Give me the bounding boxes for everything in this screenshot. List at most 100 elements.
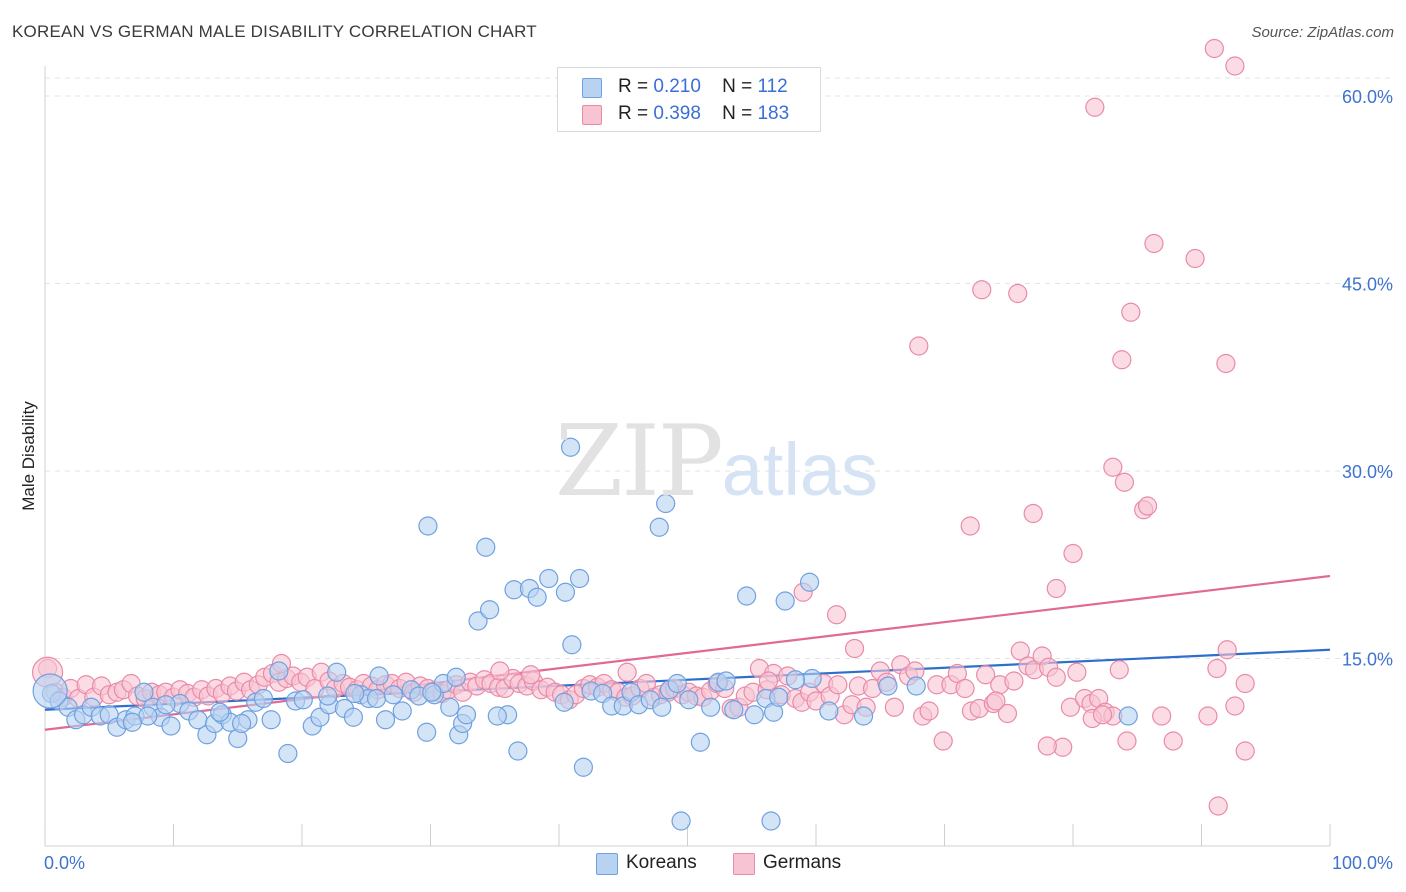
korean-legend-swatch: [596, 853, 618, 875]
korean-point: [769, 687, 789, 707]
korean-point: [156, 695, 176, 715]
watermark-zip: ZIP: [555, 405, 724, 519]
korean-point: [375, 710, 396, 730]
german-point: [1085, 97, 1105, 117]
german-point: [1092, 705, 1113, 725]
german-point: [1235, 673, 1255, 694]
german-point: [617, 662, 637, 682]
german-point: [1225, 56, 1245, 76]
german-point: [758, 671, 779, 691]
german-point: [1163, 731, 1183, 751]
korean-point: [652, 697, 672, 717]
korean-point: [560, 437, 581, 457]
german-point: [919, 701, 939, 721]
legend-korean-text: R = 0.210 N = 112: [618, 76, 788, 97]
korean-point: [383, 685, 403, 705]
korean-point: [819, 701, 839, 721]
korean-point: [422, 682, 442, 702]
german-point: [1121, 302, 1141, 322]
korean-point: [724, 700, 744, 720]
korean-cluster-point: [32, 673, 68, 709]
german-n-value: 183: [757, 103, 790, 124]
x-tick-label-min: 0.0%: [44, 853, 85, 873]
y-tick-label: 45.0%: [1342, 275, 1393, 295]
korean-point: [555, 582, 576, 602]
korean-point: [573, 757, 594, 777]
zipatlas-watermark: ZIPatlas: [555, 405, 878, 519]
korean-swatch: [582, 78, 602, 98]
german-point: [1117, 731, 1137, 751]
source-text: Source: ZipAtlas.com: [1251, 24, 1394, 41]
korean-point: [293, 690, 313, 710]
korean-point: [468, 611, 488, 631]
german-point: [1004, 671, 1024, 691]
korean-point: [417, 722, 437, 742]
korean-point: [210, 702, 230, 722]
german-point: [933, 731, 953, 751]
korean-point: [456, 705, 477, 725]
korean-point: [476, 537, 496, 557]
german-point: [960, 516, 980, 536]
korean-point: [761, 811, 781, 831]
german-point: [1046, 667, 1066, 687]
german-point: [955, 678, 975, 699]
korean-point: [161, 716, 181, 736]
tick-labels: 15.0% 30.0% 45.0% 60.0% 0.0% 100.0%: [44, 87, 1393, 873]
german-point: [1023, 503, 1043, 524]
german-point: [1046, 578, 1066, 599]
german-point: [1217, 640, 1237, 660]
korean-point: [318, 686, 338, 706]
korean-point: [487, 706, 507, 726]
korean-point: [327, 662, 347, 682]
korean-points: [32, 437, 1138, 831]
korean-point: [744, 705, 764, 725]
german-point: [986, 691, 1006, 711]
korean-point: [527, 587, 547, 607]
korean-point: [345, 683, 365, 704]
korean-point: [649, 517, 669, 537]
german-point: [976, 665, 996, 685]
korean-point: [775, 591, 795, 611]
y-tick-label: 15.0%: [1342, 650, 1393, 670]
korean-point: [261, 710, 281, 730]
korean-point: [906, 676, 926, 696]
y-axis-label: Male Disability: [19, 401, 38, 511]
german-point: [884, 697, 904, 717]
german-point: [1063, 543, 1083, 564]
korean-point: [343, 707, 363, 727]
gridlines: [45, 77, 1392, 659]
german-point: [1109, 660, 1129, 680]
korean-point: [269, 661, 289, 681]
korean-point: [278, 743, 298, 764]
german-point: [1037, 736, 1057, 756]
korean-point: [562, 635, 582, 655]
german-point: [1225, 696, 1245, 716]
korean-point: [799, 572, 820, 592]
axes: [44, 66, 1331, 847]
korean-point: [716, 671, 736, 691]
german-point: [1144, 233, 1164, 254]
german-point: [1204, 38, 1224, 59]
german-point: [1137, 496, 1158, 516]
korean-point: [480, 600, 500, 620]
korean-point: [667, 673, 687, 694]
korean-point: [802, 668, 822, 689]
korean-legend-label: Koreans: [626, 852, 697, 873]
korean-point: [366, 688, 387, 709]
german-point: [1067, 662, 1087, 682]
german-point: [521, 665, 541, 685]
x-tick-label-max: 100.0%: [1332, 853, 1393, 873]
korean-point: [569, 568, 590, 589]
korean-point: [369, 666, 389, 686]
korean-r-value: 0.210: [653, 76, 701, 97]
korean-point: [554, 692, 574, 712]
korean-point: [253, 688, 274, 709]
german-point: [1152, 706, 1172, 726]
korean-point: [701, 697, 721, 717]
korean-point: [785, 670, 806, 690]
german-point: [1103, 457, 1123, 477]
korean-point: [679, 690, 699, 710]
german-point: [972, 280, 992, 300]
korean-point: [539, 568, 559, 589]
